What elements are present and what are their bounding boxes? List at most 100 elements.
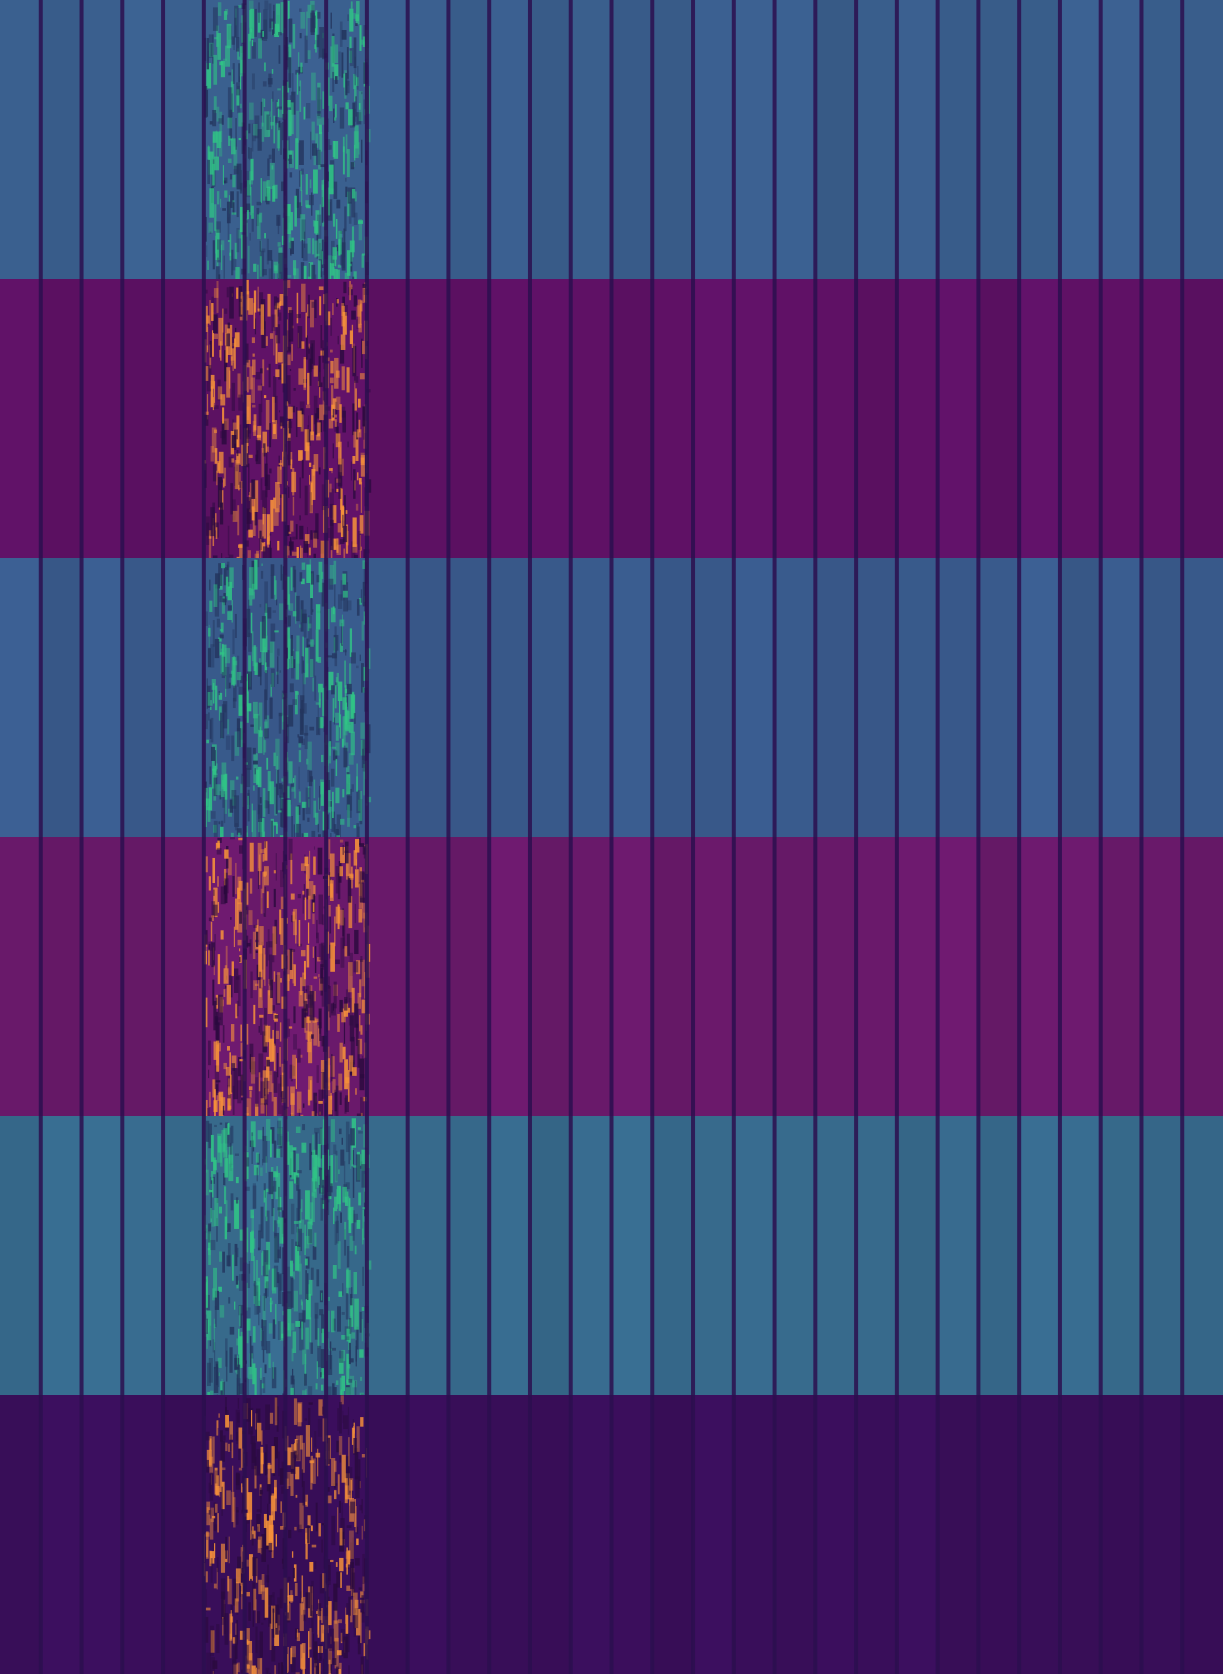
- heatmap-spike-2-6-83: [277, 769, 279, 796]
- heatmap-spike-0-6-108: [253, 123, 258, 136]
- heatmap-spike-2-8-40: [329, 800, 332, 829]
- heatmap-spike-4-6-90: [253, 1280, 257, 1297]
- heatmap-spike-3-6-59: [273, 870, 277, 874]
- heatmap-spike-5-7-92: [304, 1615, 306, 1620]
- heatmap-spike-3-5-44: [238, 845, 244, 854]
- heatmap-spike-1-7-107: [297, 410, 302, 428]
- heatmap-cell-1-4: [163, 279, 204, 558]
- heatmap-spike-3-6-5: [268, 941, 274, 948]
- heatmap-spike-5-8-9: [340, 1632, 343, 1644]
- heatmap-spike-5-6-21: [274, 1628, 280, 1647]
- heatmap-spike-5-5-8: [218, 1487, 221, 1498]
- heatmap-spike-5-8-76: [341, 1454, 346, 1483]
- heatmap-spike-2-7-16: [323, 726, 325, 732]
- heatmap-spike-2-8-106: [333, 717, 336, 725]
- heatmap-spike-4-6-75: [246, 1318, 251, 1331]
- heatmap-spike-3-8-84: [344, 946, 348, 957]
- heatmap-spike-0-5-104: [218, 118, 223, 124]
- heatmap-spike-5-6-8: [266, 1477, 270, 1492]
- heatmap-spike-2-6-91: [245, 681, 248, 707]
- heatmap-spike-0-5-20: [236, 89, 240, 106]
- heatmap-spike-4-8-125: [344, 1221, 347, 1240]
- heatmap-spike-1-7-52: [290, 451, 293, 465]
- heatmap-spike-0-6-81: [249, 171, 253, 185]
- heatmap-spike-1-6-133: [275, 369, 280, 378]
- heatmap-spike-0-5-119: [206, 245, 208, 257]
- heatmap-spike-3-6-33: [280, 1077, 283, 1097]
- heatmap-spike-3-5-115: [224, 878, 229, 894]
- heatmap-spike-4-7-44: [286, 1307, 292, 1337]
- heatmap-spike-5-5-73: [221, 1481, 225, 1510]
- heatmap-cell-3-18: [733, 837, 775, 1116]
- heatmap-spike-4-8-53: [328, 1165, 332, 1197]
- heatmap-spike-4-7-126: [320, 1372, 322, 1378]
- heatmap-spike-5-6-40: [277, 1662, 280, 1674]
- heatmap-spike-2-7-70: [318, 717, 324, 729]
- heatmap-spike-3-5-84: [237, 1057, 241, 1077]
- heatmap-spike-5-7-74: [302, 1667, 305, 1674]
- heatmap-spike-0-6-65: [252, 8, 257, 37]
- heatmap-spike-3-5-37: [220, 886, 226, 905]
- heatmap-spike-5-7-69: [314, 1659, 318, 1674]
- heatmap-spike-2-7-100: [290, 634, 293, 656]
- heatmap-spike-0-7-37: [290, 212, 293, 231]
- heatmap-spike-4-5-94: [240, 1360, 245, 1367]
- heatmap-spike-1-5-22: [236, 453, 241, 465]
- heatmap-spike-1-8-72: [345, 510, 348, 514]
- heatmap-spike-2-5-55: [208, 624, 210, 648]
- heatmap-cell-5-13: [529, 1395, 571, 1674]
- heatmap-spike-1-8-47: [363, 423, 365, 440]
- heatmap-spike-3-5-14: [231, 1055, 237, 1068]
- heatmap-spike-5-8-7: [354, 1558, 360, 1566]
- heatmap-spike-3-6-32: [265, 1104, 268, 1116]
- heatmap-spike-3-5-66: [212, 979, 215, 1006]
- heatmap-cell-0-18: [733, 0, 775, 279]
- heatmap-spike-2-6-74: [274, 575, 276, 595]
- heatmap-spike-4-5-73: [225, 1350, 228, 1382]
- heatmap-spike-5-5-54: [204, 1616, 209, 1643]
- heatmap-spike-4-8-45: [342, 1283, 344, 1296]
- heatmap-cell-1-10: [407, 279, 449, 558]
- heatmap-cell-0-19: [774, 0, 816, 279]
- heatmap-cell-3-26: [1059, 837, 1101, 1116]
- heatmap-spike-3-6-73: [275, 853, 277, 881]
- heatmap-spike-5-8-72: [342, 1410, 344, 1424]
- heatmap-spike-3-8-133: [352, 1067, 357, 1076]
- heatmap-spike-1-6-42: [262, 490, 268, 514]
- heatmap-cell-4-19: [774, 1116, 816, 1395]
- heatmap-spike-0-7-26: [298, 140, 304, 165]
- heatmap-spike-1-7-59: [305, 312, 307, 338]
- heatmap-spike-2-8-107: [362, 739, 366, 772]
- heatmap-spike-1-6-62: [275, 303, 280, 308]
- heatmap-spike-2-5-61: [218, 692, 223, 700]
- heatmap-spike-0-7-133: [320, 249, 323, 278]
- heatmap-spike-3-5-100: [223, 1062, 227, 1070]
- heatmap-spike-1-8-32: [360, 546, 362, 551]
- heatmap-spike-5-7-132: [287, 1447, 292, 1466]
- heatmap-spike-1-5-116: [216, 460, 221, 474]
- heatmap-spike-2-8-58: [335, 787, 340, 804]
- heatmap-spike-0-5-36: [212, 34, 214, 64]
- heatmap-cell-1-3: [122, 279, 164, 558]
- heatmap-spike-5-7-88: [313, 1651, 318, 1668]
- heatmap-spike-3-6-35: [277, 1052, 279, 1078]
- heatmap-spike-2-8-22: [345, 742, 349, 752]
- heatmap-spike-5-7-111: [319, 1662, 321, 1674]
- heatmap-spike-1-7-60: [311, 415, 314, 436]
- heatmap-cell-0-23: [937, 0, 979, 279]
- heatmap-spike-0-8-42: [351, 188, 356, 199]
- heatmap-spike-5-5-89: [210, 1551, 215, 1564]
- heatmap-spike-4-6-62: [252, 1363, 256, 1385]
- heatmap-spike-0-7-67: [287, 150, 293, 159]
- heatmap-spike-5-7-82: [299, 1603, 304, 1632]
- heatmap-spike-3-5-34: [217, 837, 222, 843]
- heatmap-spike-4-5-98: [224, 1216, 228, 1240]
- heatmap-cell-5-18: [733, 1395, 775, 1674]
- heatmap-spike-0-5-105: [239, 206, 244, 233]
- heatmap-spike-0-8-93: [349, 36, 352, 49]
- heatmap-spike-5-7-62: [291, 1646, 296, 1658]
- heatmap-spike-4-6-18: [253, 1164, 259, 1176]
- heatmap-spike-0-5-73: [232, 258, 237, 271]
- heatmap-spike-4-5-44: [244, 1377, 249, 1398]
- heatmap-spike-5-7-84: [304, 1418, 307, 1421]
